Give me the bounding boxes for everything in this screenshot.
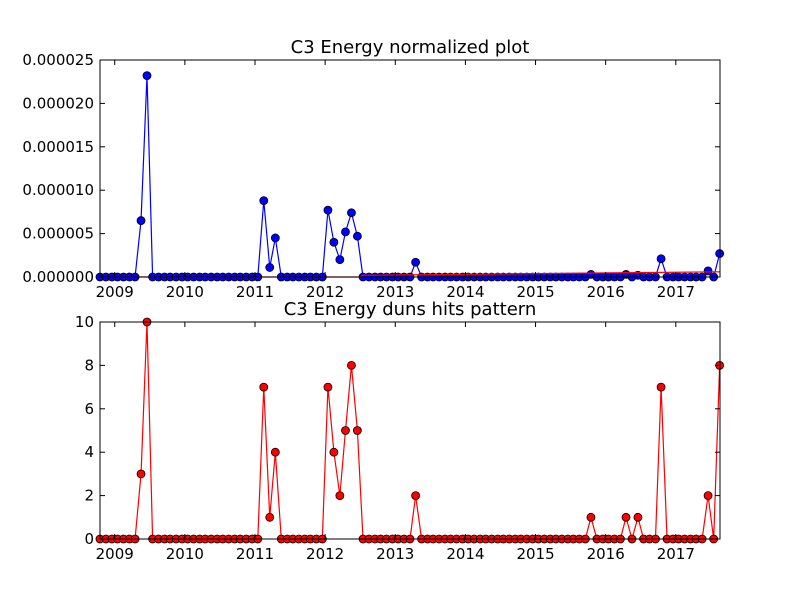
series-1 <box>95 71 725 282</box>
y-tick-label: 0.000010 <box>22 181 94 199</box>
y-tick-label: 0 <box>84 530 94 548</box>
x-tick-label: 2010 <box>166 545 204 563</box>
data-point <box>265 512 275 522</box>
x-tick-label: 2011 <box>236 283 274 301</box>
data-point <box>347 208 356 218</box>
y-tick-label: 0.000005 <box>22 225 94 243</box>
chart-title: C3 Energy duns hits pattern <box>284 299 537 320</box>
data-point <box>703 266 713 276</box>
series-1 <box>95 317 725 544</box>
data-point <box>347 360 356 370</box>
y-tick-label: 6 <box>84 400 94 418</box>
x-tick-label: 2009 <box>96 545 134 563</box>
data-point <box>352 426 362 435</box>
x-tick-label: 2010 <box>166 283 204 301</box>
x-tick-label: 2009 <box>96 283 134 301</box>
data-point <box>341 227 350 237</box>
x-tick-label: 2012 <box>306 545 344 563</box>
data-point <box>329 447 339 457</box>
plot-frame <box>99 59 721 278</box>
data-point <box>270 233 280 243</box>
data-point <box>335 255 345 265</box>
x-tick-label: 2012 <box>306 283 344 301</box>
y-tick-label: 0.000020 <box>22 94 94 112</box>
data-point <box>341 426 350 435</box>
data-point <box>621 512 631 522</box>
chart-2: C3 Energy duns hits pattern 0 2 4 6 8 10 2009 20… <box>75 299 725 563</box>
x-tick-label: 2017 <box>657 283 695 301</box>
series-line <box>100 75 721 279</box>
y-tick-label: 0.000025 <box>22 51 94 69</box>
data-point <box>633 512 643 522</box>
data-point <box>136 216 146 225</box>
data-point <box>656 382 666 392</box>
x-tick-label: 2017 <box>657 545 695 563</box>
chart-title: C3 Energy normalized plot <box>291 37 530 58</box>
data-point <box>586 512 596 522</box>
x-tick-label: 2011 <box>236 545 274 563</box>
y-tick-label: 4 <box>84 443 94 461</box>
data-point <box>329 237 339 247</box>
data-point <box>411 257 421 267</box>
data-point <box>411 491 421 501</box>
data-point <box>142 71 152 81</box>
data-point <box>323 205 333 215</box>
data-point <box>323 382 333 392</box>
x-tick-label: 2013 <box>376 545 414 563</box>
x-tick-label: 2016 <box>587 283 625 301</box>
x-tick-label: 2016 <box>587 545 625 563</box>
data-point <box>270 447 280 457</box>
plot-frame <box>99 321 721 540</box>
data-point <box>259 382 269 392</box>
data-point <box>703 491 713 501</box>
x-tick-label: 2013 <box>376 283 414 301</box>
data-point <box>136 469 146 479</box>
series-line <box>100 321 721 542</box>
y-tick-label: 2 <box>84 487 94 505</box>
chart-1: C3 Energy normalized plot 0.000000 0.00000… <box>22 37 725 301</box>
data-point <box>335 491 345 501</box>
x-tick-label: 2014 <box>446 545 484 563</box>
y-tick-label: 10 <box>75 313 94 331</box>
data-point <box>265 263 275 272</box>
y-tick-label: 0.000015 <box>22 138 94 156</box>
x-tick-label: 2014 <box>446 283 484 301</box>
data-point <box>259 196 269 206</box>
y-tick-label: 8 <box>84 356 94 374</box>
x-tick-label: 2015 <box>516 545 554 563</box>
x-tick-label: 2015 <box>516 283 554 301</box>
y-tick-label: 0.000000 <box>22 268 94 286</box>
data-point <box>656 254 666 264</box>
data-point <box>352 231 362 241</box>
